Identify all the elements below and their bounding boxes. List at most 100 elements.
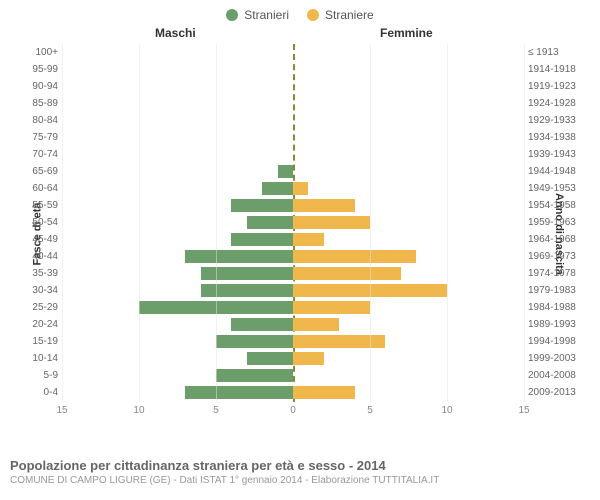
- legend: Stranieri Straniere: [0, 0, 600, 26]
- age-label: 5-9: [22, 370, 58, 381]
- bar-rows: 100+≤ 191395-991914-191890-941919-192385…: [62, 44, 524, 402]
- x-tick: 5: [213, 405, 219, 416]
- birth-year-label: 1919-1923: [528, 81, 582, 92]
- age-label: 0-4: [22, 387, 58, 398]
- male-bar: [278, 165, 293, 178]
- age-row: 25-291984-1988: [62, 299, 524, 316]
- birth-year-label: 1934-1938: [528, 132, 582, 143]
- male-bar: [231, 199, 293, 212]
- age-row: 5-92004-2008: [62, 367, 524, 384]
- age-row: 65-691944-1948: [62, 163, 524, 180]
- female-bar: [293, 386, 355, 399]
- female-bar: [293, 318, 339, 331]
- x-tick: 10: [441, 405, 452, 416]
- birth-year-label: 1979-1983: [528, 285, 582, 296]
- age-label: 20-24: [22, 319, 58, 330]
- age-row: 85-891924-1928: [62, 95, 524, 112]
- age-row: 60-641949-1953: [62, 180, 524, 197]
- age-row: 0-42009-2013: [62, 384, 524, 401]
- legend-item-male: Stranieri: [226, 8, 289, 22]
- female-bar: [293, 199, 355, 212]
- female-bar: [293, 182, 308, 195]
- age-label: 75-79: [22, 132, 58, 143]
- male-bar: [231, 233, 293, 246]
- male-bar: [231, 318, 293, 331]
- age-label: 100+: [22, 47, 58, 58]
- male-bar: [262, 182, 293, 195]
- birth-year-label: 1969-1973: [528, 251, 582, 262]
- age-row: 100+≤ 1913: [62, 44, 524, 61]
- female-bar: [293, 335, 385, 348]
- age-row: 30-341979-1983: [62, 282, 524, 299]
- male-bar: [247, 352, 293, 365]
- birth-year-label: 1994-1998: [528, 336, 582, 347]
- male-bar: [201, 267, 293, 280]
- age-label: 15-19: [22, 336, 58, 347]
- birth-year-label: 1939-1943: [528, 149, 582, 160]
- caption: Popolazione per cittadinanza straniera p…: [10, 458, 590, 486]
- age-row: 70-741939-1943: [62, 146, 524, 163]
- male-bar: [247, 216, 293, 229]
- age-label: 95-99: [22, 64, 58, 75]
- gridline: [216, 44, 217, 402]
- birth-year-label: 1959-1963: [528, 217, 582, 228]
- age-row: 95-991914-1918: [62, 61, 524, 78]
- population-pyramid-chart: Stranieri Straniere Maschi Femmine Fasce…: [0, 0, 600, 500]
- age-label: 10-14: [22, 353, 58, 364]
- male-bar: [185, 250, 293, 263]
- gridline: [524, 44, 525, 402]
- age-label: 80-84: [22, 115, 58, 126]
- gridline: [370, 44, 371, 402]
- birth-year-label: 1949-1953: [528, 183, 582, 194]
- age-row: 35-391974-1978: [62, 265, 524, 282]
- birth-year-label: 2004-2008: [528, 370, 582, 381]
- x-tick: 15: [56, 405, 67, 416]
- gridline: [62, 44, 63, 402]
- birth-year-label: 1984-1988: [528, 302, 582, 313]
- birth-year-label: 1954-1958: [528, 200, 582, 211]
- age-label: 60-64: [22, 183, 58, 194]
- age-row: 75-791934-1938: [62, 129, 524, 146]
- birth-year-label: 1944-1948: [528, 166, 582, 177]
- age-label: 65-69: [22, 166, 58, 177]
- age-label: 45-49: [22, 234, 58, 245]
- age-label: 30-34: [22, 285, 58, 296]
- age-label: 40-44: [22, 251, 58, 262]
- plot-area: Fasce di età Anno di nascita 100+≤ 19139…: [22, 44, 582, 424]
- legend-swatch-female: [307, 9, 319, 21]
- birth-year-label: 1989-1993: [528, 319, 582, 330]
- birth-year-label: 1974-1978: [528, 268, 582, 279]
- birth-year-label: 2009-2013: [528, 387, 582, 398]
- birth-year-label: 1999-2003: [528, 353, 582, 364]
- birth-year-label: 1914-1918: [528, 64, 582, 75]
- birth-year-label: 1924-1928: [528, 98, 582, 109]
- age-row: 90-941919-1923: [62, 78, 524, 95]
- legend-label-male: Stranieri: [244, 8, 289, 22]
- birth-year-label: 1929-1933: [528, 115, 582, 126]
- header-male: Maschi: [155, 26, 196, 40]
- gridline: [447, 44, 448, 402]
- legend-swatch-male: [226, 9, 238, 21]
- age-row: 40-441969-1973: [62, 248, 524, 265]
- age-label: 50-54: [22, 217, 58, 228]
- female-bar: [293, 352, 324, 365]
- birth-year-label: ≤ 1913: [528, 47, 582, 58]
- age-row: 15-191994-1998: [62, 333, 524, 350]
- female-bar: [293, 250, 416, 263]
- x-tick: 10: [133, 405, 144, 416]
- gridline: [139, 44, 140, 402]
- legend-label-female: Straniere: [325, 8, 374, 22]
- age-label: 25-29: [22, 302, 58, 313]
- age-row: 45-491964-1968: [62, 231, 524, 248]
- age-row: 55-591954-1958: [62, 197, 524, 214]
- caption-subtitle: COMUNE DI CAMPO LIGURE (GE) - Dati ISTAT…: [10, 475, 590, 486]
- age-label: 90-94: [22, 81, 58, 92]
- x-tick: 5: [367, 405, 373, 416]
- male-bar: [201, 284, 293, 297]
- x-tick: 15: [518, 405, 529, 416]
- age-label: 85-89: [22, 98, 58, 109]
- age-row: 10-141999-2003: [62, 350, 524, 367]
- birth-year-label: 1964-1968: [528, 234, 582, 245]
- age-row: 20-241989-1993: [62, 316, 524, 333]
- male-bar: [216, 335, 293, 348]
